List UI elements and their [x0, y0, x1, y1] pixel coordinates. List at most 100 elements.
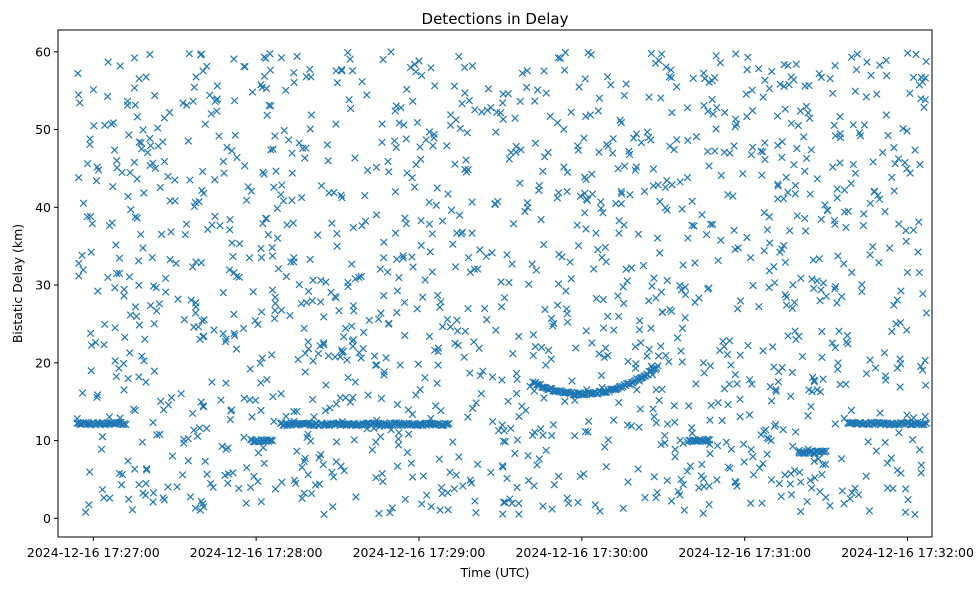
detection-point: [758, 499, 766, 507]
detection-point: [101, 121, 109, 129]
detection-point: [903, 326, 911, 334]
detection-point: [330, 188, 338, 197]
detection-point: [866, 251, 874, 259]
detection-point: [791, 327, 799, 335]
detection-point: [453, 316, 461, 324]
detection-point: [349, 223, 358, 232]
detection-point: [322, 278, 330, 286]
detection-point: [344, 48, 352, 57]
detection-point: [387, 48, 395, 56]
detection-point: [203, 62, 211, 71]
detection-point: [92, 177, 101, 185]
detection-point: [704, 107, 712, 115]
detection-point: [679, 480, 687, 489]
detection-point: [582, 112, 590, 121]
detection-point: [765, 239, 774, 247]
detection-point: [460, 63, 469, 72]
detection-point: [100, 340, 108, 349]
detection-point: [378, 138, 386, 147]
detection-point: [901, 508, 910, 516]
detection-point: [922, 57, 930, 66]
detection-point: [699, 475, 708, 483]
detection-point: [780, 60, 788, 69]
detection-point: [344, 373, 352, 382]
detection-point: [815, 69, 823, 78]
detection-point: [683, 173, 692, 182]
detection-point: [773, 195, 782, 203]
detection-point: [268, 243, 276, 252]
detection-point: [917, 95, 925, 103]
detection-point: [383, 268, 392, 276]
y-axis-label: Bistatic Delay (km): [10, 224, 25, 343]
detection-point: [451, 160, 459, 168]
detection-point: [635, 423, 643, 431]
detection-point: [822, 447, 830, 455]
detection-point: [483, 315, 491, 324]
detection-point: [413, 305, 421, 313]
detection-point: [691, 259, 699, 267]
detection-point: [568, 377, 576, 385]
detection-point: [488, 373, 497, 381]
detection-point: [428, 230, 437, 238]
detection-point: [328, 219, 336, 227]
detection-point: [617, 200, 626, 208]
detection-point: [821, 201, 829, 209]
detection-point: [417, 241, 425, 250]
detection-point: [679, 439, 687, 448]
detection-point: [350, 436, 358, 444]
detection-point: [589, 265, 598, 273]
detection-point: [254, 320, 262, 329]
detection-point: [810, 378, 819, 386]
y-axis: 0 10 20 30 40 50 60: [35, 44, 58, 526]
detection-point: [225, 225, 234, 234]
detection-point: [468, 198, 476, 206]
detection-point: [270, 314, 279, 323]
detection-point: [644, 133, 653, 142]
detection-point: [601, 443, 609, 451]
detection-point: [736, 395, 744, 403]
detection-point: [904, 495, 912, 504]
detection-point: [554, 54, 563, 62]
detection-point: [412, 391, 420, 399]
detection-point: [863, 58, 871, 66]
detection-point: [727, 445, 736, 453]
detection-point: [779, 194, 788, 203]
detection-point: [537, 215, 545, 224]
detection-point: [533, 461, 541, 469]
detection-point: [859, 221, 868, 230]
detection-point: [199, 403, 208, 411]
detection-point: [167, 228, 175, 236]
detection-point: [86, 329, 95, 338]
detection-point: [248, 413, 256, 421]
detection-point: [761, 155, 769, 164]
detection-point: [899, 124, 907, 133]
detection-point: [796, 107, 805, 115]
detection-point: [438, 322, 447, 331]
detection-point: [744, 341, 752, 350]
detection-point: [243, 463, 251, 472]
detection-point: [108, 219, 116, 227]
detection-point: [131, 303, 140, 311]
detection-point: [241, 62, 249, 71]
detection-point: [655, 249, 664, 257]
detection-point: [692, 133, 701, 141]
detection-point: [161, 288, 170, 296]
detection-point: [649, 405, 657, 413]
detection-point: [617, 189, 626, 198]
detection-point: [372, 211, 381, 219]
detection-point: [87, 248, 95, 256]
detection-point: [508, 499, 516, 507]
detection-point: [153, 124, 162, 132]
detection-point: [793, 212, 801, 220]
detection-point: [187, 296, 195, 304]
detection-point: [853, 50, 862, 58]
detection-point: [98, 485, 107, 494]
detection-point: [600, 353, 609, 362]
detection-point: [498, 462, 507, 470]
detection-point: [512, 389, 521, 398]
detection-point: [644, 296, 653, 305]
detection-point: [677, 286, 686, 294]
detection-point: [859, 210, 868, 218]
detection-point: [602, 462, 611, 471]
detection-point: [599, 209, 607, 217]
